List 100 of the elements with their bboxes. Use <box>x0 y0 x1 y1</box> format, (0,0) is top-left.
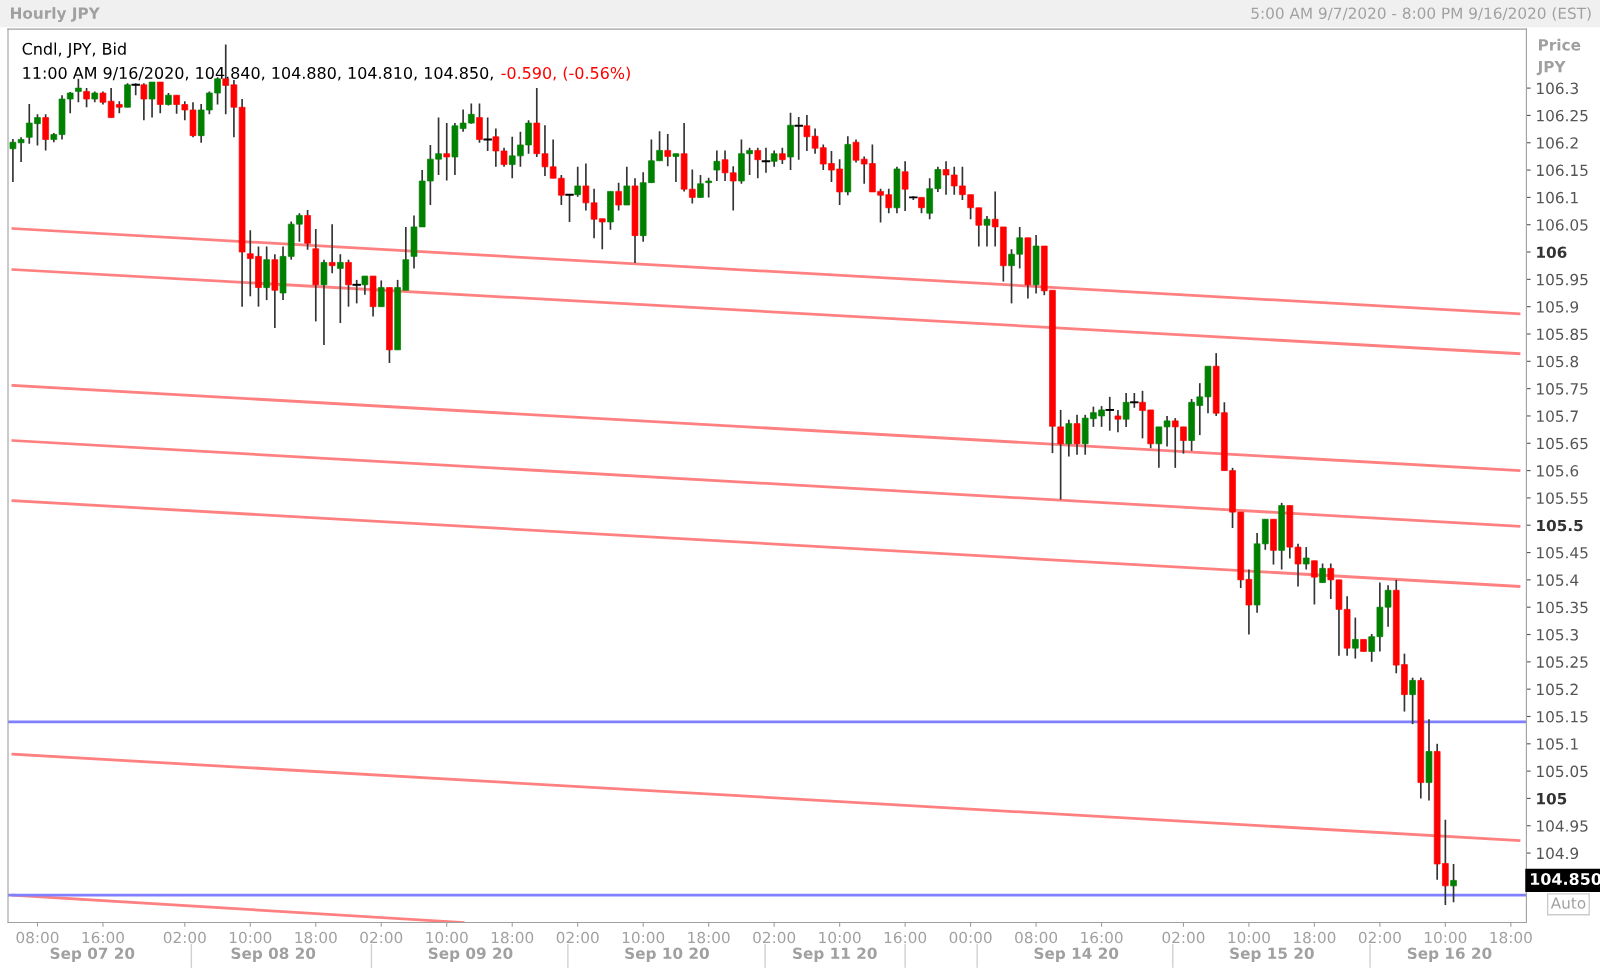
candlestick <box>345 258 352 308</box>
y-tick-label: 105.85 <box>1537 328 1588 341</box>
y-tick-label: 106.2 <box>1537 137 1578 149</box>
y-tick-label: 105.1 <box>1537 738 1578 750</box>
x-tick-label: 18:00 <box>688 931 730 944</box>
x-tick-label: 08:00 <box>16 931 59 944</box>
y-tick-label: 105.6 <box>1537 465 1579 477</box>
candlestick <box>156 81 164 115</box>
y-tick-label: 105.95 <box>1537 273 1588 286</box>
candlestick <box>1122 392 1130 428</box>
candlestick <box>1130 392 1139 409</box>
candlestick <box>705 176 712 199</box>
y-tick-label: 105.4 <box>1537 574 1579 586</box>
y-tick-label: 105.35 <box>1537 601 1588 614</box>
y-tick-label: 106.3 <box>1537 82 1578 95</box>
candlestick <box>1319 562 1326 584</box>
x-tick-label: 02:00 <box>360 931 403 944</box>
y-tick-label: 105.25 <box>1537 656 1588 668</box>
y-tick-label: 106.1 <box>1537 191 1578 204</box>
y-axis-title: Price JPY <box>1536 38 1581 76</box>
x-tick-label: 02:00 <box>1358 931 1401 944</box>
y-tick-label: 106.15 <box>1537 164 1588 177</box>
candlestick <box>697 174 704 199</box>
y-tick-label: 106 <box>1537 246 1567 259</box>
x-tick-label: 18:00 <box>491 931 534 944</box>
candlestick <box>83 87 90 109</box>
x-tick-label: 18:00 <box>1294 931 1336 944</box>
candlestick <box>140 82 148 122</box>
candlestick <box>754 146 762 180</box>
x-tick-label: 10:00 <box>426 931 468 944</box>
candlestick <box>443 122 451 182</box>
x-tick-label: 18:00 <box>295 931 337 944</box>
text: Sep 10 20 <box>625 947 709 963</box>
y-tick-label: 105 <box>1537 792 1567 805</box>
candlestick <box>794 116 803 161</box>
candlestick <box>1114 409 1122 434</box>
candlestick <box>1409 676 1416 725</box>
candlestick <box>328 223 336 275</box>
annotation: -0.590, (-0.56%) <box>501 66 630 81</box>
y-tick-label: 105.15 <box>1537 710 1588 723</box>
y-tick-label: 105.5 <box>1537 519 1583 532</box>
candlestick <box>337 253 344 324</box>
y-tick-label: 105.65 <box>1537 437 1588 450</box>
candlestick <box>713 149 721 182</box>
candlestick <box>131 82 140 97</box>
y-tick-label: 106.05 <box>1537 219 1588 231</box>
candlestick <box>1352 616 1359 660</box>
candlestick <box>1105 395 1115 432</box>
y-tick-label: 104.95 <box>1537 820 1588 832</box>
y-tick-label: 105.75 <box>1537 383 1588 395</box>
x-tick-label: 08:00 <box>1015 931 1058 944</box>
text: Sep 11 20 <box>793 947 877 963</box>
x-tick-label: 16:00 <box>82 931 124 944</box>
candlestick <box>664 133 672 168</box>
candlestick <box>75 77 82 104</box>
text: Sep 07 20 <box>50 947 135 963</box>
candlestick <box>1073 414 1081 456</box>
candlestick <box>361 275 369 296</box>
text: Sep 16 20 <box>1407 947 1492 963</box>
candlestick <box>320 258 328 346</box>
x-tick-label: 02:00 <box>753 931 796 944</box>
x-tick-label: 02:00 <box>163 931 206 944</box>
candlestick <box>148 81 156 119</box>
annotation: Cndl, JPY, Bid <box>22 42 126 58</box>
x-tick-label: 10:00 <box>622 931 665 944</box>
text: Sep 08 20 <box>231 947 316 963</box>
candlestick <box>1311 559 1318 606</box>
chart-subtitle: 5:00 AM 9/7/2020 - 8:00 PM 9/16/2020 (EST) <box>1251 7 1591 21</box>
candlestick <box>377 279 385 308</box>
text: Sep 09 20 <box>428 947 513 963</box>
text: Sep 15 20 <box>1230 947 1314 963</box>
candlestick <box>1065 418 1073 458</box>
x-tick-label: 10:00 <box>1425 931 1467 944</box>
y-tick-label: 105.3 <box>1537 628 1578 641</box>
candlestick <box>672 152 680 183</box>
y-tick-label: 104.9 <box>1537 847 1579 860</box>
candlestick <box>983 215 991 248</box>
y-tick-label: 105.05 <box>1537 765 1588 778</box>
candlestick <box>623 165 631 206</box>
candlestick <box>42 113 49 152</box>
candlestick <box>352 279 361 305</box>
x-tick-label: 10:00 <box>819 931 861 944</box>
x-tick-label: 02:00 <box>1162 931 1205 944</box>
y-tick-label: 105.9 <box>1537 301 1579 313</box>
candlestick <box>476 102 483 144</box>
candlestick <box>901 160 909 212</box>
y-tick-label: 106.25 <box>1537 109 1588 122</box>
x-tick-label: 02:00 <box>556 931 599 944</box>
candlestick <box>761 146 771 174</box>
x-tick-label: 00:00 <box>949 931 992 944</box>
x-tick-label: 10:00 <box>1228 931 1270 944</box>
text: Auto <box>1550 897 1586 909</box>
y-tick-label: 105.7 <box>1537 410 1578 422</box>
text: Sep 14 20 <box>1034 947 1119 963</box>
y-tick-label: 105.45 <box>1537 547 1588 559</box>
x-tick-label: 16:00 <box>884 931 927 944</box>
candlestick <box>565 193 574 223</box>
x-tick-label: 10:00 <box>229 931 272 944</box>
y-tick-label: 105.2 <box>1537 683 1578 696</box>
y-tick-label: 105.8 <box>1537 355 1579 368</box>
